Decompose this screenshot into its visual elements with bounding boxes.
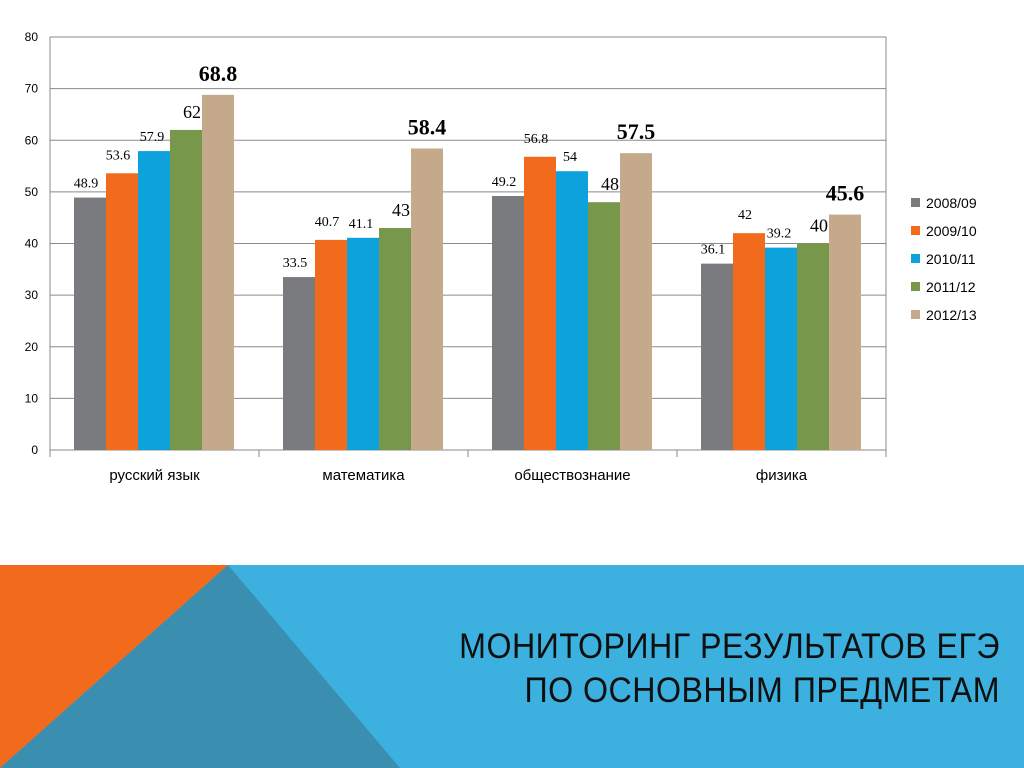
- bar: [202, 94, 234, 450]
- slide-title: МОНИТОРИНГ РЕЗУЛЬТАТОВ ЕГЭ ПО ОСНОВНЫМ П…: [356, 625, 1000, 713]
- data-label: 54: [563, 150, 577, 165]
- data-label: 36.1: [701, 243, 726, 258]
- slide-title-line-1: МОНИТОРИНГ РЕЗУЛЬТАТОВ ЕГЭ: [459, 627, 1000, 666]
- bar: [556, 171, 588, 450]
- data-label: 48: [601, 174, 619, 194]
- slide-title-line-2: ПО ОСНОВНЫМ ПРЕДМЕТАМ: [524, 671, 1000, 710]
- y-tick-label: 80: [25, 30, 39, 44]
- bar: [347, 237, 379, 450]
- x-category-label: обществознание: [514, 467, 630, 484]
- legend-swatch: [911, 226, 920, 235]
- bar: [315, 239, 347, 450]
- bar: [797, 243, 829, 450]
- y-tick-label: 40: [25, 237, 39, 251]
- x-category-label: русский язык: [109, 467, 200, 484]
- bar: [588, 202, 620, 450]
- y-tick-label: 0: [31, 443, 38, 457]
- data-label: 42: [738, 208, 752, 223]
- y-tick-label: 10: [25, 391, 39, 405]
- bar: [74, 197, 106, 450]
- legend-swatch: [911, 254, 920, 263]
- x-category-label: математика: [322, 467, 405, 484]
- data-label: 43: [392, 200, 410, 220]
- bar: [620, 153, 652, 450]
- data-label: 39.2: [767, 227, 792, 242]
- y-tick-label: 20: [25, 340, 39, 354]
- data-label: 56.8: [524, 132, 549, 147]
- data-label: 40.7: [315, 215, 340, 230]
- data-label: 49.2: [492, 175, 517, 190]
- x-category-label: физика: [756, 467, 808, 484]
- banner-overlap-triangle: [0, 565, 400, 768]
- y-tick-label: 30: [25, 288, 39, 302]
- bar: [701, 263, 733, 450]
- bar-chart: 0 10 20 30 40 50 60 70 80 русский язык математика о…: [25, 30, 977, 484]
- legend-label: 2012/13: [926, 307, 977, 323]
- bar: [411, 148, 443, 450]
- bar: [379, 228, 411, 450]
- data-label: 33.5: [283, 256, 308, 271]
- data-label: 45.6: [826, 181, 865, 206]
- legend-label: 2008/09: [926, 195, 977, 211]
- bar: [765, 247, 797, 450]
- y-tick-label: 50: [25, 185, 39, 199]
- data-label: 48.9: [74, 177, 99, 192]
- legend-label: 2009/10: [926, 223, 977, 239]
- title-banner: [0, 565, 1024, 768]
- y-tick-label: 60: [25, 133, 39, 147]
- data-label: 57.9: [140, 130, 165, 145]
- bar: [733, 233, 765, 450]
- data-label: 62: [183, 102, 201, 122]
- data-label: 58.4: [408, 115, 447, 140]
- data-label: 53.6: [106, 148, 131, 163]
- data-label: 41.1: [349, 217, 374, 232]
- bar: [524, 156, 556, 450]
- data-label: 68.8: [199, 61, 238, 86]
- data-label: 40: [810, 216, 828, 236]
- y-tick-label: 70: [25, 82, 39, 96]
- legend-swatch: [911, 310, 920, 319]
- legend-swatch: [911, 282, 920, 291]
- bar: [283, 277, 315, 450]
- bar: [170, 129, 202, 451]
- legend-swatch: [911, 198, 920, 207]
- data-label: 57.5: [617, 119, 656, 144]
- legend-label: 2010/11: [926, 251, 976, 267]
- bar: [138, 151, 170, 450]
- bar: [106, 173, 138, 451]
- bar: [829, 214, 861, 450]
- bar: [492, 196, 524, 450]
- legend-label: 2011/12: [926, 279, 976, 295]
